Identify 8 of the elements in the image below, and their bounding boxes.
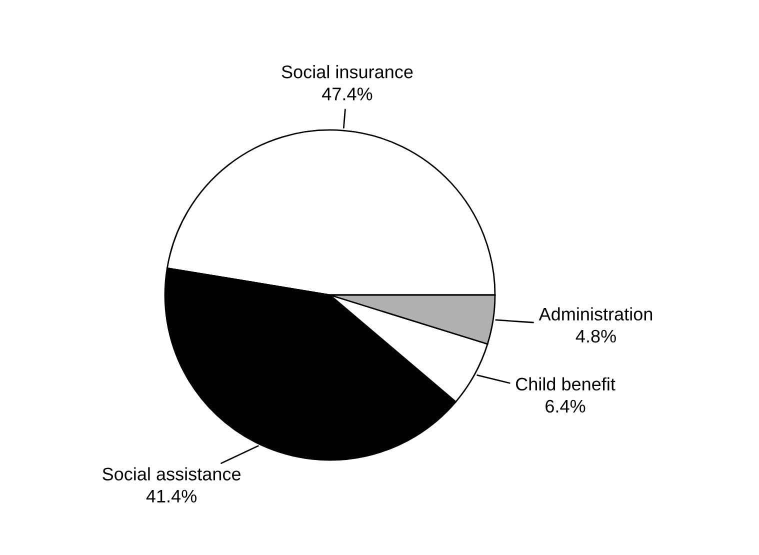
data-label: 41.4% (146, 490, 196, 502)
slice-label: Child benefit (516, 377, 616, 391)
slice-label: Administration (538, 307, 652, 321)
data-label: 6.4% (546, 400, 586, 413)
slice-label: Social assistance (102, 467, 240, 480)
data-label: 4.8% (576, 330, 616, 343)
data-label: 47.4% (322, 88, 372, 100)
slice-label: Social insurance (282, 65, 413, 78)
